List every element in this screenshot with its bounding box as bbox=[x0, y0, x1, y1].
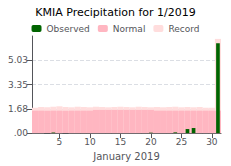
svg-text:Observed: Observed bbox=[47, 24, 90, 34]
svg-text:Record: Record bbox=[168, 24, 199, 34]
svg-text:30: 30 bbox=[206, 137, 218, 147]
svg-text:20: 20 bbox=[145, 137, 157, 147]
svg-text:25: 25 bbox=[176, 137, 187, 147]
svg-text:10: 10 bbox=[84, 137, 96, 147]
svg-text:.00: .00 bbox=[14, 128, 29, 138]
svg-text:KMIA Precipitation for 1/2019: KMIA Precipitation for 1/2019 bbox=[35, 6, 196, 19]
svg-text:15: 15 bbox=[115, 137, 126, 147]
svg-text:Normal: Normal bbox=[113, 24, 146, 34]
svg-text:5: 5 bbox=[57, 137, 63, 147]
svg-text:5.03: 5.03 bbox=[8, 55, 28, 65]
svg-text:3.35: 3.35 bbox=[8, 80, 28, 90]
svg-text:1.68: 1.68 bbox=[8, 104, 28, 114]
svg-text:January 2019: January 2019 bbox=[92, 151, 160, 162]
